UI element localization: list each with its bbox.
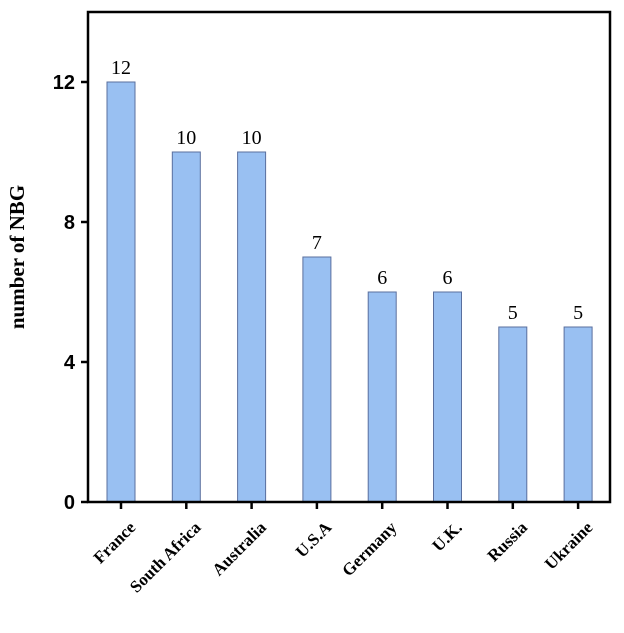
y-tick-label-0: 0 — [64, 492, 75, 514]
data-label-france: 12 — [111, 57, 131, 79]
bars-layer — [106, 81, 593, 503]
data-label-russia: 5 — [508, 302, 518, 324]
y-tick-label-8: 8 — [64, 212, 75, 234]
data-labels-layer: 12 10 10 7 6 6 5 5 — [111, 57, 583, 324]
data-label-u-s-a: 7 — [312, 232, 322, 254]
plot-frame — [86, 10, 612, 504]
x-tick-label-u-s-a: U.S.A — [292, 517, 336, 561]
y-axis-label: number of NBG — [5, 185, 29, 329]
bar-australia — [237, 151, 267, 503]
x-tick-label-germany: Germany — [338, 518, 401, 581]
bar-u-k — [433, 291, 462, 503]
y-tick-label-12: 12 — [53, 72, 75, 94]
x-tick-label-australia: Australia — [208, 518, 270, 580]
data-label-ukraine: 5 — [573, 302, 583, 324]
bar-france — [106, 81, 136, 503]
y-axis: 0 4 8 12 — [53, 72, 88, 514]
x-tick-label-u-k: U.K. — [428, 518, 465, 555]
x-tick-label-france: France — [90, 518, 140, 568]
bar-germany — [367, 291, 397, 503]
x-tick-label-russia: Russia — [484, 518, 532, 566]
bar-south-africa — [171, 151, 201, 503]
y-tick-label-4: 4 — [64, 352, 76, 374]
bar-ukraine — [563, 326, 593, 503]
data-label-u-k: 6 — [443, 267, 453, 289]
data-label-australia: 10 — [242, 127, 262, 149]
data-label-south-africa: 10 — [176, 127, 196, 149]
data-label-germany: 6 — [377, 267, 387, 289]
x-tick-label-south-africa: South Africa — [126, 518, 205, 597]
bar-russia — [498, 326, 528, 503]
bar-u-s-a — [302, 256, 332, 503]
x-tick-label-ukraine: Ukraine — [541, 518, 597, 574]
